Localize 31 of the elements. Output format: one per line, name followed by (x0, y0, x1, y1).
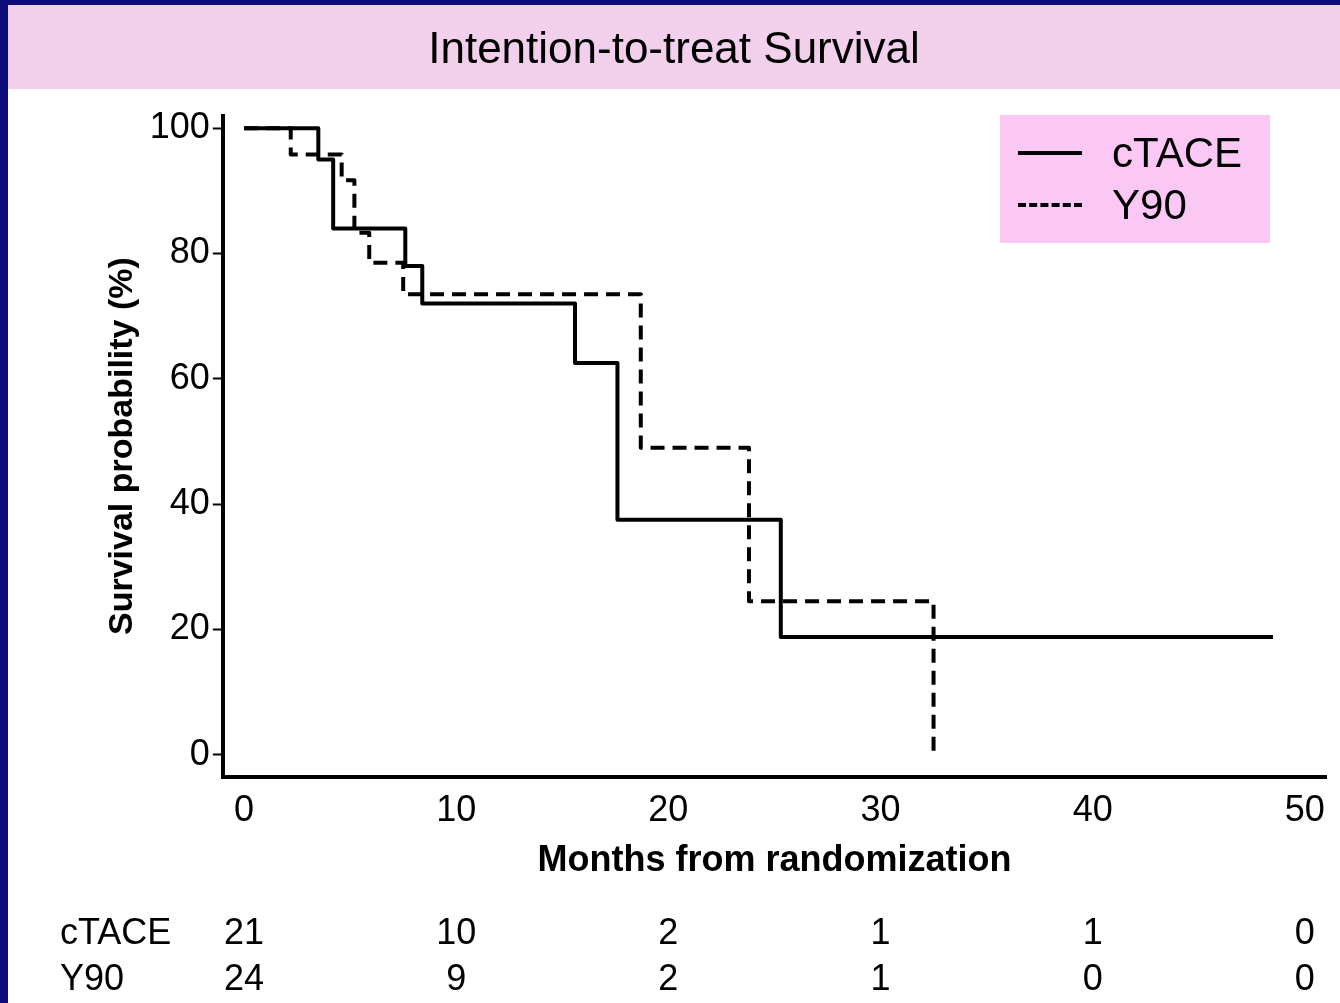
chart-title: Intention-to-treat Survival (8, 5, 1340, 89)
y-tick-label: 20 (169, 606, 210, 648)
x-tick-label: 40 (1072, 788, 1113, 830)
text: 1 (869, 911, 892, 953)
text: 1 (869, 957, 892, 999)
text: 10 (435, 911, 478, 953)
y-tick-label: 0 (189, 731, 210, 773)
text: cTACE (60, 911, 172, 953)
y-tick-label: 40 (169, 480, 210, 522)
text: 24 (223, 957, 266, 999)
x-tick-label: 0 (234, 788, 255, 830)
text: 2 (657, 911, 680, 953)
x-tick-label: 10 (436, 788, 477, 830)
text: 0 (1293, 911, 1316, 953)
y-tick-label: 60 (169, 355, 210, 397)
y-tick-label: 80 (169, 230, 210, 272)
x-tick-label: 30 (860, 788, 901, 830)
text: 0 (1081, 957, 1104, 999)
x-axis-title: Months from randomization (537, 838, 1012, 880)
text: 2 (657, 957, 680, 999)
x-tick-label: 50 (1284, 788, 1325, 830)
text: Y90 (60, 957, 125, 999)
y-tick-label: 100 (149, 105, 210, 147)
text: 0 (1293, 957, 1316, 999)
x-tick-label: 20 (648, 788, 689, 830)
text: 1 (1081, 911, 1104, 953)
legend-label: cTACE (1112, 129, 1242, 177)
y-axis-title: Survival probability (%) (100, 257, 139, 636)
text: 9 (445, 957, 468, 999)
text: 21 (223, 911, 266, 953)
legend-label: Y90 (1112, 181, 1187, 229)
